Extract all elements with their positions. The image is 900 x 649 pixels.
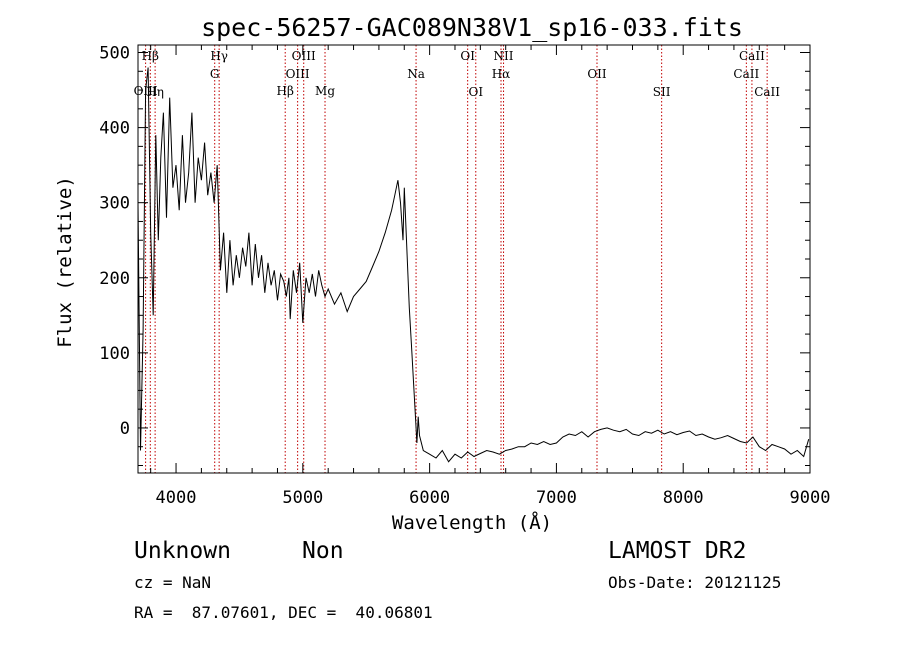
line-marker-label: OI [468, 85, 483, 99]
line-marker-label: NII [494, 49, 514, 63]
line-marker-label: Hβ [277, 84, 294, 98]
line-marker-label: Hα [492, 67, 511, 81]
y-tick-label: 500 [99, 44, 130, 64]
y-axis-ticks: 0 100 200 300 400 500 [99, 44, 810, 466]
x-tick-label: 5000 [282, 488, 323, 508]
x-tick-label: 4000 [156, 488, 197, 508]
line-marker-label: Mg [315, 84, 335, 98]
y-tick-label: 100 [99, 344, 130, 364]
line-marker-label: Hη [146, 85, 164, 99]
subclass-label: Non [302, 538, 344, 564]
x-tick-label: 7000 [536, 488, 577, 508]
line-marker-label: CaII [739, 49, 765, 63]
line-marker-label: G [210, 67, 220, 81]
line-marker-label: OIII [292, 49, 316, 63]
y-tick-label: 0 [120, 419, 130, 439]
x-axis-label: Wavelength (Å) [392, 511, 552, 534]
line-marker-label: Hβ [142, 49, 159, 63]
line-marker-label: CaII [754, 85, 780, 99]
x-tick-label: 6000 [409, 488, 450, 508]
y-tick-label: 300 [99, 194, 130, 214]
survey-label: LAMOST DR2 [608, 538, 747, 564]
spectrum-line [137, 67, 810, 463]
emission-line-markers [145, 45, 768, 473]
x-tick-label: 8000 [663, 488, 704, 508]
obs-date: Obs-Date: 20121125 [608, 573, 782, 592]
line-marker-label: OIII [286, 67, 310, 81]
line-marker-label: Hγ [210, 49, 228, 63]
line-marker-label: CaII [733, 67, 759, 81]
redshift-value: cz = NaN [134, 573, 212, 592]
line-marker-label: Na [407, 67, 425, 81]
line-marker-label: OI [460, 49, 475, 63]
class-label: Unknown [134, 538, 231, 564]
y-tick-label: 400 [99, 119, 130, 139]
line-marker-label: SII [653, 85, 671, 99]
y-axis-label: Flux (relative) [54, 176, 76, 348]
x-tick-label: 9000 [790, 488, 831, 508]
line-marker-label: OII [587, 67, 607, 81]
chart-title: spec-56257-GAC089N38V1_sp16-033.fits [201, 13, 743, 42]
plot-frame [137, 44, 811, 474]
x-axis-ticks: 4000 5000 6000 7000 8000 9000 [150, 45, 831, 508]
y-tick-label: 200 [99, 269, 130, 289]
coordinates: RA = 87.07601, DEC = 40.06801 [134, 603, 433, 622]
